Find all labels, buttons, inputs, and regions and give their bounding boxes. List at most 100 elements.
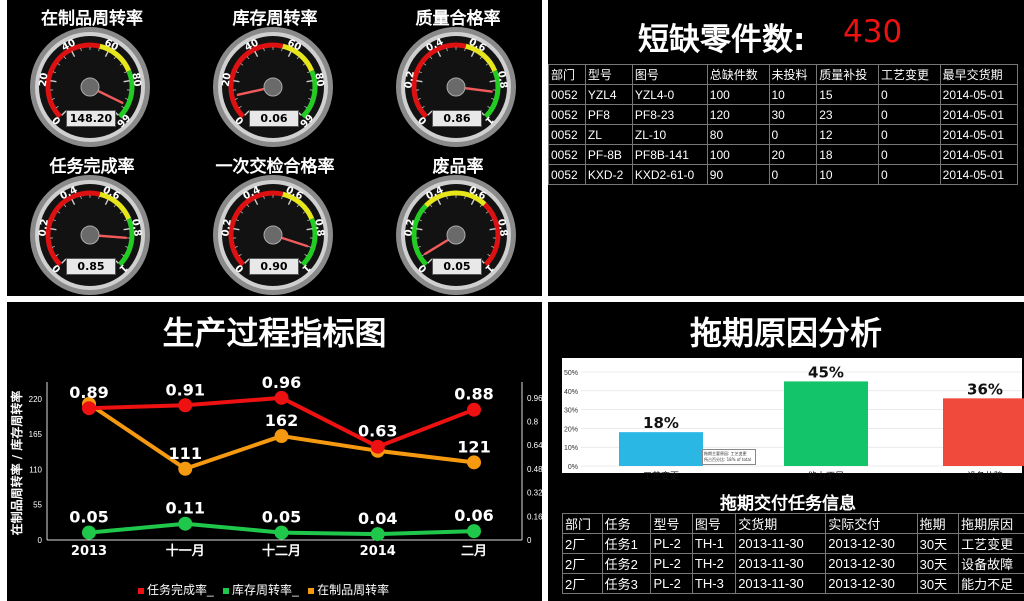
- gauge-tick: [302, 211, 306, 214]
- header-cell: 质量补投: [816, 64, 879, 85]
- table-cell: 100: [706, 84, 770, 105]
- data-label: 111: [169, 444, 202, 463]
- y-tick-label: 20%: [564, 426, 578, 433]
- gauge-readout: 0.90: [249, 258, 299, 275]
- gauge-tick-label: 20: [221, 72, 234, 88]
- gauge-tick: [304, 254, 308, 257]
- tooltip-line-2: 所占百分比: 18% of total: [704, 457, 752, 462]
- gauge-tick: [61, 258, 67, 264]
- table-cell: 任务2: [601, 553, 652, 574]
- gauge-tick: [234, 98, 238, 100]
- table-cell: 0: [877, 124, 941, 145]
- table-cell: 23: [816, 104, 879, 125]
- table-cell: 10: [768, 84, 818, 105]
- table-cell: 15: [816, 84, 879, 105]
- table-cell: 2014-05-01: [939, 104, 1019, 125]
- table-cell: 0: [877, 164, 941, 185]
- gauge-tick: [485, 211, 489, 214]
- table-cell: 2014-05-01: [939, 144, 1019, 165]
- gauge-tick-label: 0.8: [129, 218, 143, 237]
- gauge-tick: [308, 246, 312, 248]
- gauge-title: 一次交检合格率: [215, 157, 335, 177]
- gauge-hub: [263, 225, 283, 245]
- gauge-band: [282, 43, 315, 72]
- header-cell: 交货期: [735, 513, 827, 534]
- table-cell: 20: [768, 144, 818, 165]
- table-cell: 0: [877, 144, 941, 165]
- gauge-tick: [487, 106, 491, 109]
- bar-value-label: 45%: [808, 363, 844, 381]
- table-cell: PL-2: [650, 553, 693, 574]
- gauge-tick: [308, 98, 312, 100]
- table-cell: TH-1: [691, 533, 737, 554]
- y-tick-label: 0%: [568, 464, 578, 471]
- table-cell: PL-2: [650, 533, 693, 554]
- table-cell: 30: [768, 104, 818, 125]
- table-cell: 12: [816, 124, 879, 145]
- gauge-tick: [235, 219, 239, 222]
- gauge-readout: 0.85: [66, 258, 116, 275]
- table-cell: 任务3: [601, 573, 652, 594]
- gauge-band: [411, 204, 429, 267]
- gauge-tick: [302, 63, 306, 66]
- gauge: 在制品周转率 0 20 40 60 80 66 148.20: [7, 0, 177, 148]
- table-cell: TH-2: [691, 553, 737, 574]
- gauge-tick: [51, 246, 55, 248]
- table-cell: 18: [816, 144, 879, 165]
- gauge-tick: [416, 228, 423, 231]
- data-label: 0.05: [69, 508, 108, 527]
- gauge-band: [99, 191, 132, 220]
- y-right-tick-label: 0: [527, 536, 532, 545]
- table-cell: 2013-12-30: [825, 573, 918, 594]
- gauge-tick: [125, 246, 129, 248]
- table-cell: 工艺变更: [958, 533, 1024, 554]
- gauge-hub: [80, 77, 100, 97]
- gauge-tick: [287, 51, 292, 58]
- table-cell: 0: [877, 104, 941, 125]
- delay-title: 拖期原因分析: [689, 314, 882, 352]
- table-cell: 2厂: [562, 533, 603, 554]
- gauge-tick: [263, 196, 265, 200]
- data-label: 0.05: [262, 508, 301, 527]
- table-cell: 0052: [548, 144, 586, 165]
- table-cell: 0: [768, 124, 818, 145]
- gauge-readout: 148.20: [66, 110, 116, 127]
- gauge-tick: [491, 98, 495, 100]
- gauge-tick: [233, 228, 240, 231]
- gauge-tick-label: 80: [312, 72, 325, 88]
- table-row: 2厂 任务1 PL-2 TH-1 2013-11-30 2013-12-30 30天 工艺变更: [562, 533, 1024, 554]
- process-title: 生产过程指标图: [162, 314, 387, 352]
- legend-task-completion: 任务完成率: [147, 583, 208, 597]
- shortage-header-row: 部门 型号 图号 总缺件数 未投料 质量补投 工艺变更 最早交货期: [548, 64, 1019, 85]
- gauge-tick-label: 0.8: [312, 218, 326, 237]
- table-cell: KXD2-61-0: [631, 164, 708, 185]
- gauge-hub: [263, 77, 283, 97]
- gauge-band: [465, 43, 498, 72]
- gauge-tick: [63, 204, 67, 208]
- table-cell: 2014-05-01: [939, 124, 1019, 145]
- gauge-band: [45, 42, 101, 119]
- header-cell: 型号: [584, 64, 633, 85]
- bar-value-label: 36%: [967, 380, 1003, 398]
- gauge-tick: [429, 56, 433, 60]
- table-cell: 90: [706, 164, 770, 185]
- gauge-band: [424, 190, 487, 208]
- table-cell: 80: [706, 124, 770, 145]
- gauge-band: [45, 190, 101, 267]
- gauge-band: [483, 69, 501, 119]
- series-point: [370, 527, 385, 542]
- gauge-band: [117, 69, 135, 119]
- data-label: 0.63: [358, 422, 397, 441]
- gauge-tick: [491, 246, 495, 248]
- table-cell: 设备故障: [958, 553, 1024, 574]
- table-cell: 2013-11-30: [735, 573, 827, 594]
- gauge-tick: [281, 48, 283, 52]
- gauge-tick-label: 0.2: [403, 218, 417, 237]
- table-cell: ZL: [584, 124, 633, 145]
- gauge-tick-label: 0.8: [495, 218, 509, 237]
- gauge-tick: [417, 98, 421, 100]
- series-point: [467, 455, 481, 470]
- gauge-dial: 00.20.4 0.60.81: [30, 175, 150, 295]
- x-tick-label: 十二月: [262, 543, 301, 559]
- gauge-tick: [80, 196, 82, 200]
